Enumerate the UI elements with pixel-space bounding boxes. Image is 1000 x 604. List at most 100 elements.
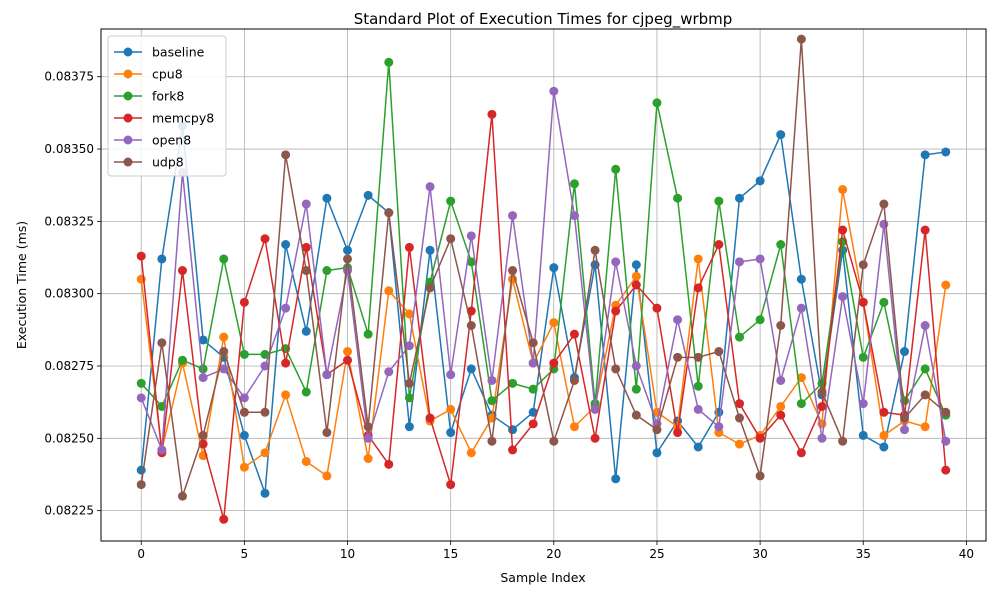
- data-point: [404, 341, 414, 351]
- data-point: [487, 396, 497, 406]
- legend-marker: [123, 91, 133, 101]
- data-point: [404, 242, 414, 252]
- y-tick-label: 0.08325: [44, 214, 94, 228]
- legend-item-udp8: udp8: [114, 155, 184, 170]
- data-point: [239, 430, 249, 440]
- data-point: [569, 179, 579, 189]
- data-point: [549, 86, 559, 96]
- data-point: [425, 182, 435, 192]
- data-point: [734, 332, 744, 342]
- data-point: [879, 407, 889, 417]
- y-tick-label: 0.08250: [44, 431, 94, 445]
- series-cpu8: [136, 185, 951, 481]
- data-point: [858, 399, 868, 409]
- data-point: [631, 260, 641, 270]
- data-point: [776, 375, 786, 385]
- data-point: [343, 347, 353, 357]
- data-point: [281, 240, 291, 250]
- series-line-baseline: [140, 125, 946, 495]
- data-point: [817, 401, 827, 411]
- legend-marker: [123, 113, 133, 123]
- data-point: [693, 283, 703, 293]
- data-point: [796, 448, 806, 458]
- data-point: [404, 309, 414, 319]
- data-point: [281, 303, 291, 313]
- data-point: [569, 329, 579, 339]
- data-point: [219, 347, 229, 357]
- data-point: [673, 428, 683, 438]
- data-point: [714, 196, 724, 206]
- data-point: [198, 373, 208, 383]
- y-tick-label: 0.08350: [44, 142, 94, 156]
- series-line-cpu8: [140, 188, 947, 477]
- data-point: [322, 266, 332, 276]
- data-point: [198, 364, 208, 374]
- data-point: [322, 471, 332, 481]
- data-point: [796, 373, 806, 383]
- data-point: [900, 425, 910, 435]
- data-point: [157, 254, 167, 264]
- data-point: [281, 150, 291, 160]
- data-point: [301, 199, 311, 209]
- data-point: [136, 393, 146, 403]
- data-point: [858, 297, 868, 307]
- data-point: [569, 422, 579, 432]
- plot-frame: [100, 28, 987, 542]
- data-point: [219, 254, 229, 264]
- data-point: [920, 320, 930, 330]
- data-point: [508, 266, 518, 276]
- data-point: [652, 303, 662, 313]
- data-point: [157, 338, 167, 348]
- data-point: [673, 315, 683, 325]
- data-point: [693, 442, 703, 452]
- data-point: [611, 257, 621, 267]
- series-baseline: [136, 121, 951, 498]
- data-point: [755, 254, 765, 264]
- data-point: [508, 211, 518, 221]
- data-point: [900, 347, 910, 357]
- data-point: [528, 358, 538, 368]
- data-point: [446, 234, 456, 244]
- data-point: [363, 433, 373, 443]
- x-tick-label: 0: [137, 547, 145, 561]
- data-point: [446, 404, 456, 414]
- data-point: [590, 245, 600, 255]
- data-point: [487, 375, 497, 385]
- data-point: [446, 370, 456, 380]
- data-point: [425, 245, 435, 255]
- data-point: [776, 410, 786, 420]
- data-point: [177, 491, 187, 501]
- data-point: [920, 422, 930, 432]
- data-point: [343, 266, 353, 276]
- data-point: [631, 361, 641, 371]
- data-point: [466, 320, 476, 330]
- data-point: [260, 448, 270, 458]
- data-point: [363, 190, 373, 200]
- data-point: [466, 448, 476, 458]
- data-point: [322, 428, 332, 438]
- data-point: [549, 263, 559, 273]
- data-point: [549, 436, 559, 446]
- series-line-memcpy8: [140, 113, 947, 521]
- data-point: [219, 514, 229, 524]
- data-point: [693, 404, 703, 414]
- data-point: [528, 338, 538, 348]
- data-point: [198, 335, 208, 345]
- data-point: [260, 488, 270, 498]
- data-point: [920, 364, 930, 374]
- legend-marker: [123, 157, 133, 167]
- data-point: [693, 254, 703, 264]
- data-point: [631, 271, 641, 281]
- data-point: [838, 292, 848, 302]
- data-point: [260, 407, 270, 417]
- x-tick-label: 5: [241, 547, 249, 561]
- data-point: [528, 384, 538, 394]
- data-point: [714, 347, 724, 357]
- data-point: [528, 419, 538, 429]
- data-point: [734, 439, 744, 449]
- data-point: [301, 387, 311, 397]
- data-point: [384, 367, 394, 377]
- x-tick-label: 20: [546, 547, 561, 561]
- data-point: [508, 445, 518, 455]
- data-point: [260, 361, 270, 371]
